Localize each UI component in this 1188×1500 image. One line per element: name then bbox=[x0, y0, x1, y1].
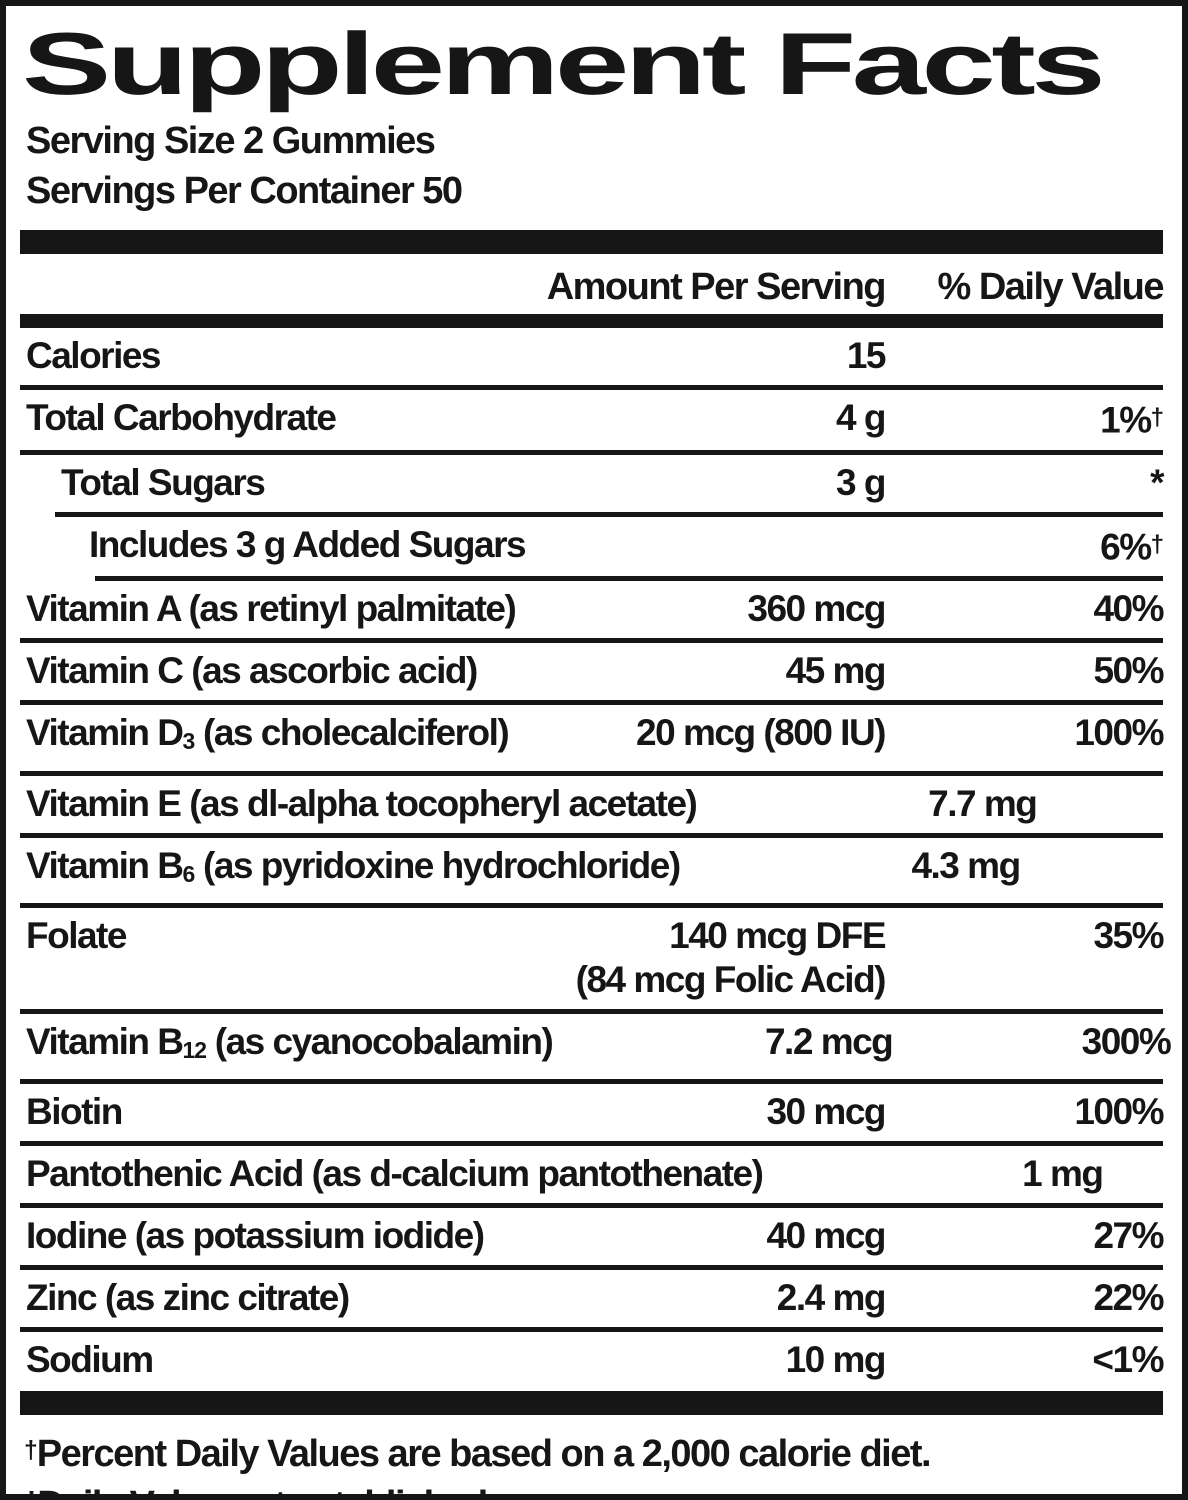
nutrient-name: Sodium bbox=[26, 1338, 154, 1380]
row-separator bbox=[20, 638, 1163, 644]
nutrient-row-vitamin-b12: Vitamin B12 (as cyanocobalamin) 7.2 mcg … bbox=[20, 1014, 1172, 1079]
footnote-text: Percent Daily Values are based on a 2,00… bbox=[36, 1432, 932, 1475]
nutrient-row-folate: Folate 140 mcg DFE (84 mcg Folic Acid) 35… bbox=[20, 908, 1164, 1009]
nutrient-row-vitamin-c: Vitamin C (as ascorbic acid) 45 mg 50% bbox=[20, 643, 1164, 700]
nutrient-dv: 100% bbox=[1074, 1090, 1164, 1132]
nutrient-dv: 27% bbox=[1093, 1214, 1164, 1256]
dagger-mark: † bbox=[24, 1436, 38, 1464]
nutrient-name: Zinc (as zinc citrate) bbox=[26, 1276, 350, 1318]
row-separator bbox=[20, 1140, 1163, 1146]
footnote-not-established: *Daily Value not established. bbox=[24, 1480, 1163, 1494]
nutrient-row-vitamin-a: Vitamin A (as retinyl palmitate) 360 mcg… bbox=[20, 581, 1164, 638]
nutrient-row-vitamin-d3: Vitamin D3 (as cholecalciferol) 20 mcg (… bbox=[20, 705, 1164, 770]
row-separator bbox=[20, 902, 1163, 908]
nutrient-name: Calories bbox=[26, 335, 162, 376]
nutrient-dv: 1% bbox=[1100, 399, 1152, 441]
row-separator bbox=[20, 1078, 1163, 1084]
nutrient-amount: 4.3 mg bbox=[911, 844, 1021, 886]
row-separator bbox=[20, 449, 1163, 455]
row-separator bbox=[20, 832, 1163, 838]
nutrient-dv: <1% bbox=[1092, 1338, 1164, 1380]
label-title: Supplement Facts bbox=[22, 14, 1106, 113]
servings-per-container: Servings Per Container 50 bbox=[26, 170, 463, 212]
nutrient-name: Vitamin C (as ascorbic acid) bbox=[26, 650, 478, 692]
nutrient-amount: 360 mcg bbox=[747, 588, 886, 630]
daily-value-header: % Daily Value bbox=[937, 266, 1164, 308]
nutrient-amount: 40 mcg bbox=[766, 1214, 886, 1256]
nutrient-row-sodium: Sodium 10 mg <1% bbox=[20, 1332, 1164, 1389]
nutrient-dv: 50% bbox=[1093, 650, 1164, 692]
row-separator bbox=[20, 1264, 1163, 1270]
nutrient-amount: 15 bbox=[846, 335, 887, 376]
nutrient-dv: 6% bbox=[1100, 526, 1152, 568]
divider-bar-top bbox=[20, 230, 1163, 254]
serving-size: Serving Size 2 Gummies bbox=[26, 120, 436, 162]
nutrient-amount: 45 mg bbox=[785, 650, 887, 692]
nutrient-amount: 30 mcg bbox=[766, 1090, 886, 1132]
nutrient-name-detail: (as cholecalciferol) bbox=[194, 712, 510, 754]
nutrient-amount: 7.7 mg bbox=[928, 782, 1038, 824]
nutrient-amount: 1 mg bbox=[1022, 1152, 1104, 1194]
nutrient-name: Total Carbohydrate bbox=[26, 397, 337, 438]
nutrient-name: Folate bbox=[26, 914, 127, 956]
nutrient-row-vitamin-e: Vitamin E (as dl-alpha tocopheryl acetat… bbox=[20, 776, 1163, 833]
nutrient-name-detail: (as pyridoxine hydrochloride) bbox=[194, 844, 681, 886]
row-separator bbox=[20, 1008, 1163, 1014]
row-separator bbox=[20, 1202, 1163, 1208]
divider-bar-bottom bbox=[20, 1390, 1163, 1415]
nutrient-dv: 22% bbox=[1093, 1276, 1164, 1318]
subscript: 6 bbox=[182, 860, 195, 887]
nutrient-amount: 2.4 mg bbox=[776, 1276, 887, 1318]
footnotes: †Percent Daily Values are based on a 2,0… bbox=[20, 1425, 1163, 1494]
row-separator bbox=[20, 700, 1163, 706]
row-separator bbox=[95, 576, 1163, 582]
nutrient-amount: 7.2 mcg bbox=[764, 1020, 894, 1062]
nutrient-name: Includes 3 g Added Sugars bbox=[89, 523, 527, 565]
nutrient-row-total-carbohydrate: Total Carbohydrate 4 g 1%† bbox=[20, 390, 1164, 450]
nutrient-dv: 100% bbox=[1074, 712, 1164, 754]
nutrient-amount: 20 mcg (800 IU) bbox=[636, 712, 886, 754]
column-header-row: Amount Per Serving % Daily Value bbox=[20, 254, 1165, 314]
dagger-mark: † bbox=[1150, 530, 1164, 558]
divider-bar-header bbox=[20, 314, 1163, 328]
amount-per-serving-header: Amount Per Serving bbox=[546, 266, 887, 308]
nutrient-row-zinc: Zinc (as zinc citrate) 2.4 mg 22% bbox=[20, 1270, 1164, 1327]
nutrient-name: Vitamin B bbox=[26, 1020, 184, 1062]
row-separator bbox=[20, 770, 1163, 776]
nutrient-row-pantothenic-acid: Pantothenic Acid (as d-calcium pantothen… bbox=[20, 1146, 1163, 1203]
nutrient-name: Biotin bbox=[26, 1090, 123, 1132]
nutrient-dv: 35% bbox=[1093, 914, 1164, 956]
nutrient-name: Vitamin B bbox=[26, 844, 184, 886]
subscript: 12 bbox=[182, 1036, 206, 1063]
nutrient-row-calories: Calories 15 bbox=[20, 328, 1163, 385]
nutrient-name: Vitamin D bbox=[26, 712, 184, 754]
nutrient-dv: 40% bbox=[1093, 588, 1164, 630]
nutrient-row-iodine: Iodine (as potassium iodide) 40 mcg 27% bbox=[20, 1208, 1164, 1265]
nutrient-amount: 4 g bbox=[836, 397, 886, 438]
nutrient-amount-secondary: (84 mcg Folic Acid) bbox=[575, 958, 887, 1000]
footnote-daily-values: †Percent Daily Values are based on a 2,0… bbox=[24, 1425, 1163, 1480]
nutrient-name: Vitamin A (as retinyl palmitate) bbox=[26, 588, 517, 630]
nutrient-row-biotin: Biotin 30 mcg 100% bbox=[20, 1084, 1164, 1141]
asterisk-mark: * bbox=[1150, 461, 1164, 503]
nutrient-name-detail: (as cyanocobalamin) bbox=[205, 1020, 554, 1062]
subscript: 3 bbox=[182, 728, 195, 755]
nutrient-name: Vitamin E (as dl-alpha tocopheryl acetat… bbox=[26, 782, 698, 824]
footnote-text: *Daily Value not established. bbox=[24, 1484, 497, 1494]
nutrient-dv: 300% bbox=[1081, 1020, 1172, 1062]
nutrient-row-vitamin-b6: Vitamin B6 (as pyridoxine hydrochloride)… bbox=[20, 838, 1163, 903]
nutrient-name: Iodine (as potassium iodide) bbox=[26, 1214, 485, 1256]
nutrient-amount: 10 mg bbox=[785, 1338, 887, 1380]
row-separator bbox=[20, 385, 1163, 390]
dagger-mark: † bbox=[1150, 404, 1164, 431]
nutrient-name: Pantothenic Acid (as d-calcium pantothen… bbox=[26, 1152, 764, 1194]
nutrient-name: Total Sugars bbox=[61, 461, 266, 503]
nutrient-amount: 140 mcg DFE bbox=[669, 914, 886, 956]
nutrient-amount: 3 g bbox=[836, 461, 886, 503]
nutrient-row-added-sugars: Includes 3 g Added Sugars 6%† bbox=[20, 517, 1164, 577]
row-separator bbox=[20, 1326, 1163, 1332]
row-separator bbox=[55, 511, 1163, 517]
nutrient-row-total-sugars: Total Sugars 3 g * bbox=[20, 455, 1164, 512]
